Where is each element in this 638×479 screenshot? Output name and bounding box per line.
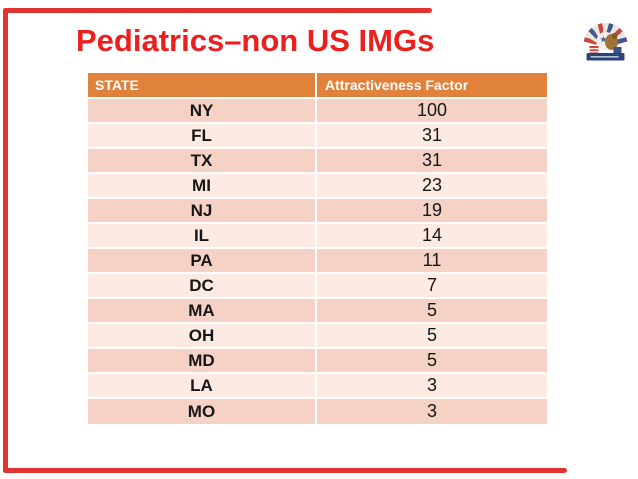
state-cell: NY xyxy=(88,99,317,124)
value-cell: 3 xyxy=(317,374,547,399)
table-row: FL 31 xyxy=(88,124,547,149)
table-row: MI 23 xyxy=(88,174,547,199)
page-title: Pediatrics–non US IMGs xyxy=(76,23,435,58)
crest-icon xyxy=(583,23,628,61)
value-cell: 31 xyxy=(317,124,547,149)
table-row: MO 3 xyxy=(88,399,547,424)
state-cell: MA xyxy=(88,299,317,324)
table-row: MD 5 xyxy=(88,349,547,374)
attractiveness-table: STATE Attractiveness Factor NY 100 FL 31… xyxy=(88,73,547,424)
table-row: TX 31 xyxy=(88,149,547,174)
value-cell: 5 xyxy=(317,299,547,324)
value-cell: 100 xyxy=(317,99,547,124)
university-crest-logo xyxy=(582,22,629,65)
value-cell: 19 xyxy=(317,199,547,224)
value-cell: 31 xyxy=(317,149,547,174)
table-row: PA 11 xyxy=(88,249,547,274)
table-row: NJ 19 xyxy=(88,199,547,224)
table-row: IL 14 xyxy=(88,224,547,249)
state-cell: MD xyxy=(88,349,317,374)
value-cell: 5 xyxy=(317,349,547,374)
state-cell: NJ xyxy=(88,199,317,224)
value-cell: 11 xyxy=(317,249,547,274)
state-cell: IL xyxy=(88,224,317,249)
table-row: MA 5 xyxy=(88,299,547,324)
state-cell: DC xyxy=(88,274,317,299)
value-cell: 23 xyxy=(317,174,547,199)
table-header-row: STATE Attractiveness Factor xyxy=(88,73,547,99)
state-cell: MO xyxy=(88,399,317,424)
slide-border-left xyxy=(3,8,8,473)
state-cell: TX xyxy=(88,149,317,174)
slide-border-top xyxy=(3,8,432,13)
table-row: LA 3 xyxy=(88,374,547,399)
state-cell: LA xyxy=(88,374,317,399)
state-column-header: STATE xyxy=(88,73,317,99)
factor-column-header: Attractiveness Factor xyxy=(317,73,547,99)
slide-border-bottom xyxy=(3,468,567,473)
state-cell: OH xyxy=(88,324,317,349)
value-cell: 3 xyxy=(317,399,547,424)
value-cell: 14 xyxy=(317,224,547,249)
state-cell: PA xyxy=(88,249,317,274)
state-cell: FL xyxy=(88,124,317,149)
table-row: DC 7 xyxy=(88,274,547,299)
value-cell: 7 xyxy=(317,274,547,299)
table-row: OH 5 xyxy=(88,324,547,349)
state-cell: MI xyxy=(88,174,317,199)
table-row: NY 100 xyxy=(88,99,547,124)
value-cell: 5 xyxy=(317,324,547,349)
